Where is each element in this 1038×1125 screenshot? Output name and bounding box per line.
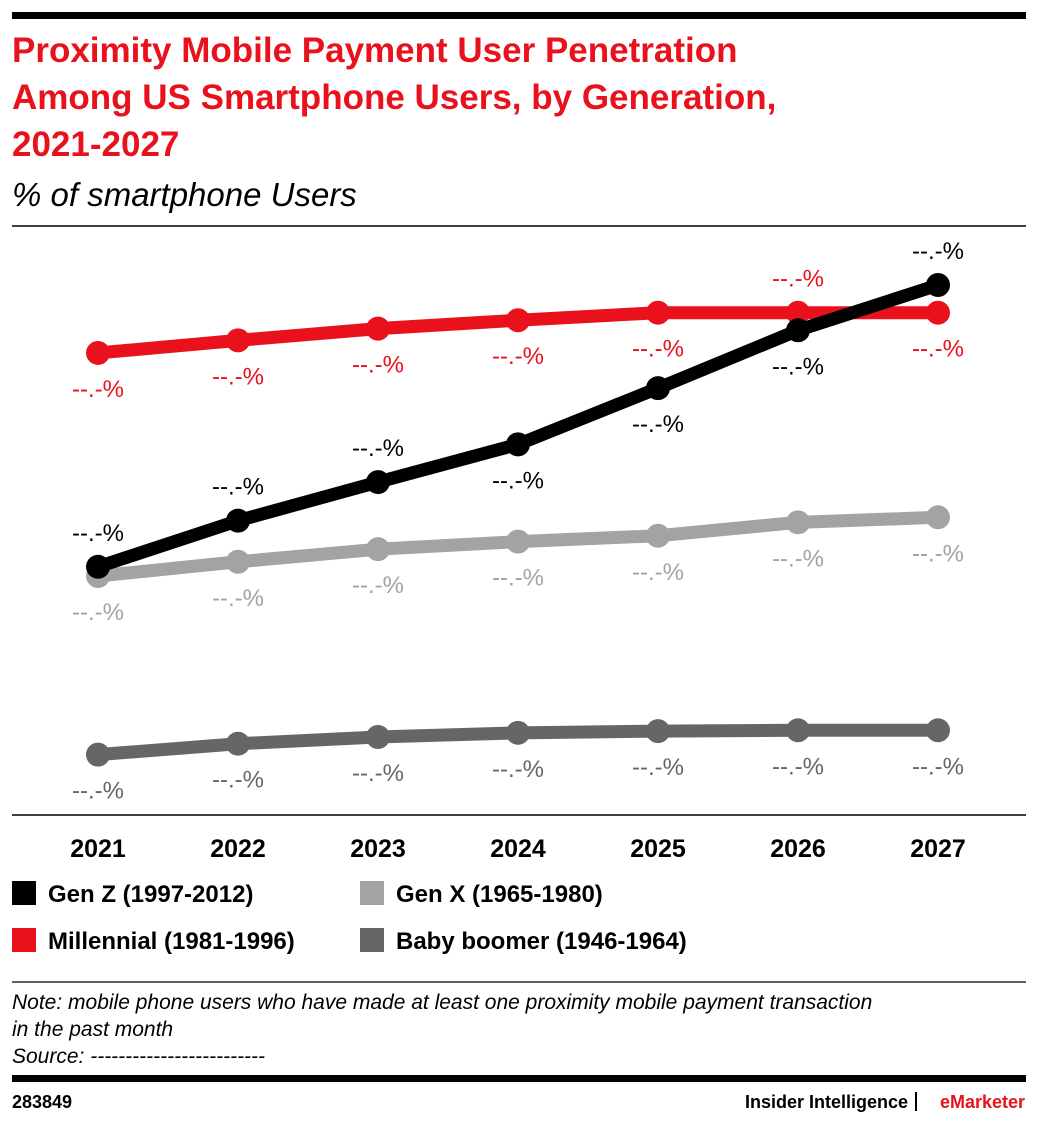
- data-point: [366, 316, 390, 341]
- data-point: [646, 376, 670, 401]
- data-point: [506, 720, 530, 745]
- top-rule: [12, 12, 1026, 19]
- data-label: --.-%: [772, 753, 824, 780]
- data-point: [86, 742, 110, 767]
- x-tick-label: 2027: [910, 835, 966, 863]
- data-label: --.-%: [352, 760, 404, 787]
- legend-swatch: [360, 881, 384, 905]
- data-point: [506, 529, 530, 554]
- chart-subtitle: % of smartphone Users: [12, 176, 357, 213]
- data-label: --.-%: [632, 754, 684, 781]
- data-label: --.-%: [352, 572, 404, 599]
- data-label: --.-%: [632, 411, 684, 438]
- data-point: [226, 549, 250, 574]
- data-label: --.-%: [492, 467, 544, 494]
- note: Note: mobile phone users who have made a…: [12, 991, 872, 1014]
- data-label: --.-%: [492, 343, 544, 370]
- data-point: [226, 508, 250, 533]
- data-point: [646, 300, 670, 325]
- data-point: [366, 537, 390, 562]
- bottom-rule: [12, 1075, 1026, 1082]
- chart-id: 283849: [12, 1092, 72, 1112]
- data-point: [926, 273, 950, 298]
- data-label: --.-%: [72, 520, 124, 547]
- data-point: [786, 510, 810, 535]
- x-tick-label: 2026: [770, 835, 826, 863]
- legend-swatch: [12, 928, 36, 952]
- data-point: [926, 300, 950, 325]
- x-tick-label: 2022: [210, 835, 266, 863]
- data-label: --.-%: [492, 756, 544, 783]
- data-point: [86, 340, 110, 365]
- chart-title: Proximity Mobile Payment User Penetratio…: [12, 31, 737, 70]
- data-label: --.-%: [772, 353, 824, 380]
- note: in the past month: [12, 1018, 173, 1041]
- data-point: [506, 308, 530, 333]
- data-point: [786, 718, 810, 743]
- data-point: [786, 318, 810, 343]
- data-point: [226, 328, 250, 353]
- data-label: --.-%: [632, 559, 684, 586]
- data-label: --.-%: [772, 545, 824, 572]
- data-point: [646, 719, 670, 744]
- data-label: --.-%: [772, 266, 824, 293]
- data-label: --.-%: [352, 435, 404, 462]
- data-point: [226, 731, 250, 756]
- data-label: --.-%: [912, 753, 964, 780]
- data-point: [86, 554, 110, 579]
- data-label: --.-%: [912, 336, 964, 363]
- data-label: --.-%: [72, 376, 124, 403]
- data-point: [646, 523, 670, 548]
- source: Source: -------------------------: [12, 1045, 265, 1068]
- legend-label: Millennial (1981-1996): [48, 928, 295, 955]
- data-point: [786, 300, 810, 325]
- x-tick-label: 2024: [490, 835, 546, 863]
- data-point: [366, 470, 390, 495]
- data-point: [926, 505, 950, 530]
- data-label: --.-%: [72, 599, 124, 626]
- data-label: --.-%: [492, 565, 544, 592]
- publisher: Insider Intelligence: [745, 1092, 908, 1112]
- brand: eMarketer: [940, 1092, 1025, 1112]
- data-point: [506, 432, 530, 457]
- data-point: [366, 725, 390, 750]
- data-label: --.-%: [912, 238, 964, 265]
- data-label: --.-%: [212, 767, 264, 794]
- data-label: --.-%: [352, 352, 404, 379]
- data-label: --.-%: [72, 778, 124, 805]
- legend-swatch: [360, 928, 384, 952]
- chart-title: 2021-2027: [12, 125, 179, 164]
- data-label: --.-%: [912, 540, 964, 567]
- legend-label: Gen Z (1997-2012): [48, 881, 253, 908]
- data-label: --.-%: [212, 585, 264, 612]
- legend-label: Gen X (1965-1980): [396, 881, 603, 908]
- chart-title: Among US Smartphone Users, by Generation…: [12, 78, 776, 117]
- x-tick-label: 2025: [630, 835, 686, 863]
- data-label: --.-%: [632, 336, 684, 363]
- legend-label: Baby boomer (1946-1964): [396, 928, 687, 955]
- data-point: [926, 718, 950, 743]
- legend-swatch: [12, 881, 36, 905]
- x-tick-label: 2023: [350, 835, 406, 863]
- x-tick-label: 2021: [70, 835, 126, 863]
- data-label: --.-%: [212, 474, 264, 501]
- data-label: --.-%: [212, 363, 264, 390]
